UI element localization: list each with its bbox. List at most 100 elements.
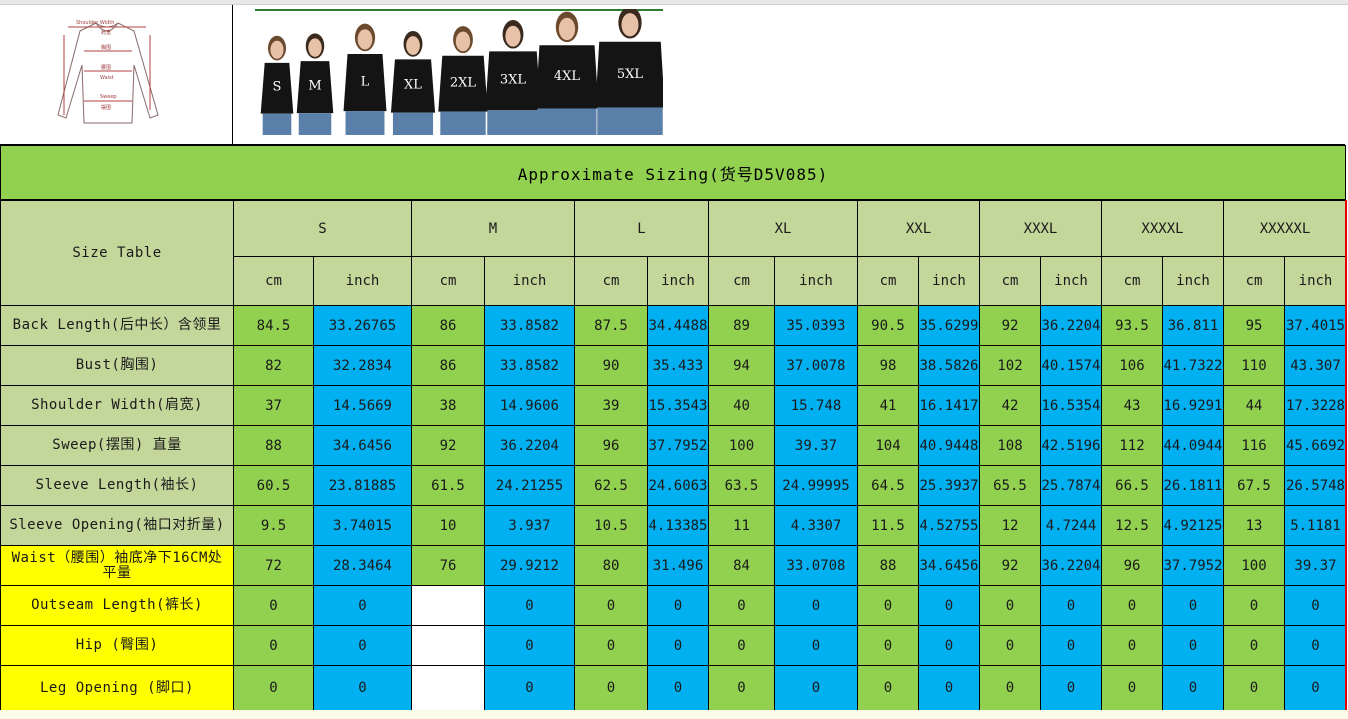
table-cell[interactable]: 100 — [708, 425, 775, 466]
table-cell[interactable]: 62.5 — [574, 465, 648, 506]
table-cell[interactable]: 0 — [979, 585, 1041, 626]
table-cell[interactable]: 90.5 — [857, 305, 919, 346]
table-cell[interactable]: 0 — [857, 625, 919, 666]
table-cell[interactable]: 16.9291 — [1162, 385, 1224, 426]
table-cell[interactable]: 40 — [708, 385, 775, 426]
table-cell[interactable]: 0 — [484, 585, 575, 626]
table-cell[interactable]: 0 — [1284, 625, 1347, 666]
table-cell[interactable]: 24.99995 — [774, 465, 858, 506]
table-cell[interactable]: 0 — [774, 625, 858, 666]
table-cell[interactable]: 13 — [1223, 505, 1285, 546]
table-cell[interactable]: 43.307 — [1284, 345, 1347, 386]
table-cell[interactable]: 44.0944 — [1162, 425, 1224, 466]
table-cell[interactable]: 24.21255 — [484, 465, 575, 506]
table-cell[interactable]: 88 — [857, 545, 919, 586]
table-cell[interactable]: 33.0708 — [774, 545, 858, 586]
table-cell[interactable]: 34.6456 — [313, 425, 412, 466]
table-cell[interactable]: 16.1417 — [918, 385, 980, 426]
table-cell[interactable]: 32.2834 — [313, 345, 412, 386]
table-cell[interactable]: 0 — [1101, 665, 1163, 711]
table-cell[interactable]: 39.37 — [774, 425, 858, 466]
table-cell[interactable]: 0 — [918, 665, 980, 711]
table-cell[interactable]: 36.2204 — [484, 425, 575, 466]
table-cell[interactable]: 0 — [233, 665, 314, 711]
table-cell[interactable]: 37 — [233, 385, 314, 426]
table-cell[interactable]: 35.6299 — [918, 305, 980, 346]
table-cell[interactable]: 17.3228 — [1284, 385, 1347, 426]
table-cell[interactable] — [411, 665, 485, 711]
table-cell[interactable]: 42 — [979, 385, 1041, 426]
table-cell[interactable]: 108 — [979, 425, 1041, 466]
table-cell[interactable]: 0 — [1101, 585, 1163, 626]
table-cell[interactable]: 4.52755 — [918, 505, 980, 546]
table-cell[interactable]: 0 — [774, 585, 858, 626]
table-cell[interactable]: 0 — [918, 625, 980, 666]
table-cell[interactable]: 39.37 — [1284, 545, 1347, 586]
table-cell[interactable]: 0 — [313, 665, 412, 711]
table-cell[interactable]: 63.5 — [708, 465, 775, 506]
table-cell[interactable]: 4.7244 — [1040, 505, 1102, 546]
model-photo-cell[interactable]: S M L XL 2XL 3XL 4XL 5XL — [233, 5, 1345, 145]
table-cell[interactable]: 116 — [1223, 425, 1285, 466]
table-cell[interactable]: 0 — [979, 625, 1041, 666]
table-cell[interactable]: 43 — [1101, 385, 1163, 426]
garment-diagram-cell[interactable]: Shoulder Width 肩宽 胸围 腰围 Waist Sweep 摆围 — [0, 5, 233, 145]
table-cell[interactable]: 64.5 — [857, 465, 919, 506]
table-cell[interactable]: 40.1574 — [1040, 345, 1102, 386]
table-cell[interactable]: 104 — [857, 425, 919, 466]
table-cell[interactable]: 76 — [411, 545, 485, 586]
table-cell[interactable]: 5.1181 — [1284, 505, 1347, 546]
table-cell[interactable]: 67.5 — [1223, 465, 1285, 506]
table-cell[interactable] — [411, 585, 485, 626]
table-cell[interactable]: 0 — [484, 625, 575, 666]
table-cell[interactable]: 41 — [857, 385, 919, 426]
table-cell[interactable]: 0 — [1223, 585, 1285, 626]
table-cell[interactable]: 38.5826 — [918, 345, 980, 386]
table-cell[interactable]: 84.5 — [233, 305, 314, 346]
table-cell[interactable]: 0 — [1284, 665, 1347, 711]
table-cell[interactable]: 0 — [708, 665, 775, 711]
table-cell[interactable]: 37.0078 — [774, 345, 858, 386]
table-cell[interactable]: 0 — [1162, 665, 1224, 711]
table-cell[interactable]: 0 — [1284, 585, 1347, 626]
table-cell[interactable]: 12.5 — [1101, 505, 1163, 546]
table-cell[interactable]: 12 — [979, 505, 1041, 546]
table-cell[interactable]: 0 — [1162, 625, 1224, 666]
table-cell[interactable]: 37.7952 — [1162, 545, 1224, 586]
table-cell[interactable]: 0 — [1223, 625, 1285, 666]
table-cell[interactable]: 11 — [708, 505, 775, 546]
table-cell[interactable]: 110 — [1223, 345, 1285, 386]
table-cell[interactable]: 0 — [647, 665, 709, 711]
table-cell[interactable]: 0 — [708, 625, 775, 666]
table-cell[interactable]: 4.13385 — [647, 505, 709, 546]
table-cell[interactable]: 0 — [313, 585, 412, 626]
table-cell[interactable]: 0 — [574, 665, 648, 711]
table-cell[interactable]: 36.811 — [1162, 305, 1224, 346]
table-cell[interactable]: 0 — [1040, 625, 1102, 666]
table-cell[interactable]: 65.5 — [979, 465, 1041, 506]
table-cell[interactable]: 89 — [708, 305, 775, 346]
table-cell[interactable]: 92 — [979, 305, 1041, 346]
table-cell[interactable]: 102 — [979, 345, 1041, 386]
table-cell[interactable]: 72 — [233, 545, 314, 586]
table-cell[interactable]: 35.433 — [647, 345, 709, 386]
table-cell[interactable]: 94 — [708, 345, 775, 386]
table-cell[interactable]: 45.6692 — [1284, 425, 1347, 466]
table-cell[interactable]: 0 — [979, 665, 1041, 711]
table-cell[interactable]: 0 — [233, 625, 314, 666]
table-cell[interactable]: 0 — [1162, 585, 1224, 626]
table-cell[interactable]: 11.5 — [857, 505, 919, 546]
table-cell[interactable]: 0 — [857, 665, 919, 711]
table-cell[interactable]: 93.5 — [1101, 305, 1163, 346]
table-cell[interactable]: 0 — [647, 585, 709, 626]
table-cell[interactable]: 40.9448 — [918, 425, 980, 466]
table-cell[interactable]: 80 — [574, 545, 648, 586]
table-cell[interactable]: 60.5 — [233, 465, 314, 506]
table-cell[interactable]: 82 — [233, 345, 314, 386]
table-cell[interactable]: 33.8582 — [484, 345, 575, 386]
table-cell[interactable]: 25.7874 — [1040, 465, 1102, 506]
table-cell[interactable]: 33.8582 — [484, 305, 575, 346]
table-cell[interactable]: 98 — [857, 345, 919, 386]
table-cell[interactable]: 0 — [1223, 665, 1285, 711]
table-cell[interactable]: 25.3937 — [918, 465, 980, 506]
